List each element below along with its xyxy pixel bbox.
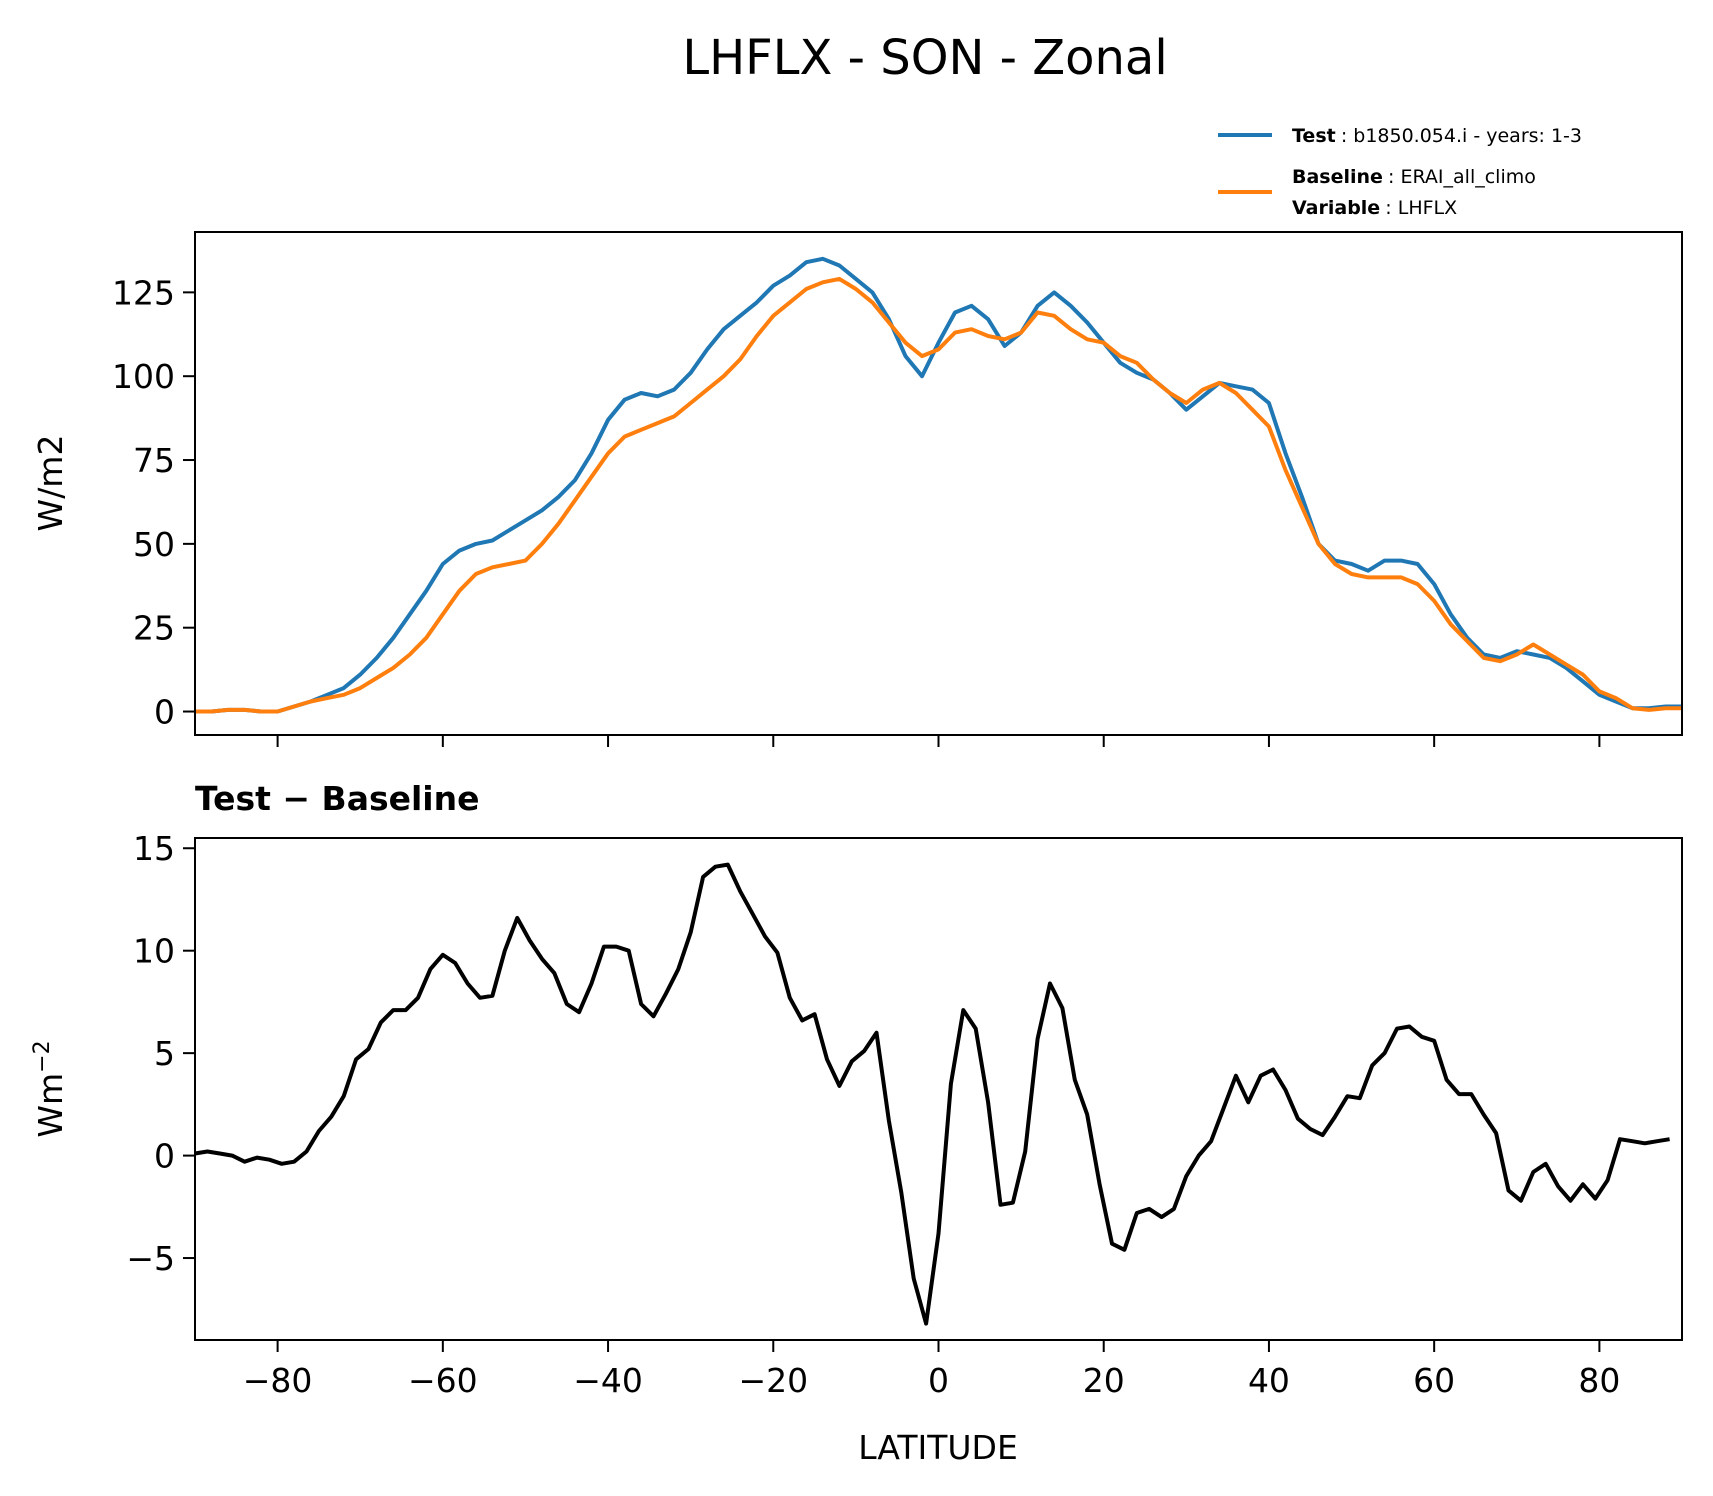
x-tick-label: 80 (1578, 1361, 1620, 1400)
top-ytick-label: 0 (154, 693, 175, 732)
legend-test-sep: : (1341, 125, 1353, 147)
legend-baseline-value: ERAI_all_climo (1400, 166, 1535, 188)
x-tick-label: −60 (408, 1361, 478, 1400)
x-axis-label: LATITUDE (858, 1428, 1018, 1467)
bottom-subtitle: Test − Baseline (195, 779, 480, 818)
bot-ytick-label: 5 (154, 1034, 175, 1073)
legend-test-text: Test : b1850.054.i - years: 1-3 (1292, 125, 1582, 147)
legend-variable-value: LHFLX (1398, 197, 1457, 219)
top-y-ticks: 0 25 50 75 100 125 (112, 273, 195, 732)
series-line-test (195, 256, 1682, 714)
top-ytick-label: 100 (112, 357, 175, 396)
legend-variable-sep: : (1385, 197, 1397, 219)
x-tick-label: −40 (573, 1361, 643, 1400)
bot-ytick-label: 0 (154, 1137, 175, 1176)
top-ytick-label: 75 (133, 441, 175, 480)
x-tick-label: 0 (928, 1361, 949, 1400)
bottom-y-ticks: −5 0 5 10 15 (126, 829, 195, 1278)
legend: Test : b1850.054.i - years: 1-3 Baseline… (1218, 125, 1582, 219)
series-line-baseline (195, 276, 1682, 714)
chart-title: LHFLX - SON - Zonal (682, 30, 1167, 86)
series-line-test-baseline (194, 862, 1670, 1326)
x-tick-label: 40 (1248, 1361, 1290, 1400)
legend-baseline-key: Baseline (1292, 166, 1383, 188)
bottom-series (194, 862, 1670, 1326)
x-tick-label: −80 (243, 1361, 313, 1400)
bottom-y-label: Wm−2 (30, 1040, 70, 1137)
top-panel: 0 25 50 75 100 125 W/m2 (31, 231, 1683, 747)
top-ytick-label: 25 (133, 609, 175, 648)
bot-ytick-label: 15 (133, 829, 175, 868)
legend-test-value: b1850.054.i - years: 1-3 (1353, 125, 1582, 147)
bottom-axes-frame (194, 837, 1683, 1341)
top-y-label: W/m2 (31, 435, 70, 532)
top-axes-frame (194, 231, 1683, 736)
legend-test-key: Test (1292, 125, 1336, 147)
top-series (195, 256, 1682, 714)
legend-variable-text: Variable : LHFLX (1292, 197, 1457, 219)
bottom-y-label-sup: −2 (30, 1040, 55, 1072)
legend-variable-key: Variable (1292, 197, 1380, 219)
top-ytick-label: 50 (133, 525, 175, 564)
top-ytick-label: 125 (112, 273, 175, 312)
x-tick-label: 60 (1413, 1361, 1455, 1400)
top-x-ticks (276, 735, 1601, 747)
bottom-panel: Test − Baseline −5 0 5 10 15 −80 −60 −40 −20 0 20… (30, 779, 1683, 1467)
legend-baseline-text: Baseline : ERAI_all_climo (1292, 166, 1536, 188)
bot-ytick-label: −5 (126, 1239, 175, 1278)
bot-ytick-label: 10 (133, 932, 175, 971)
bottom-x-ticks: −80 −60 −40 −20 0 20 40 60 80 (243, 1340, 1620, 1400)
legend-baseline-sep: : (1388, 166, 1400, 188)
x-tick-label: 20 (1083, 1361, 1125, 1400)
bottom-y-label-base: Wm (31, 1073, 70, 1138)
x-tick-label: −20 (738, 1361, 808, 1400)
